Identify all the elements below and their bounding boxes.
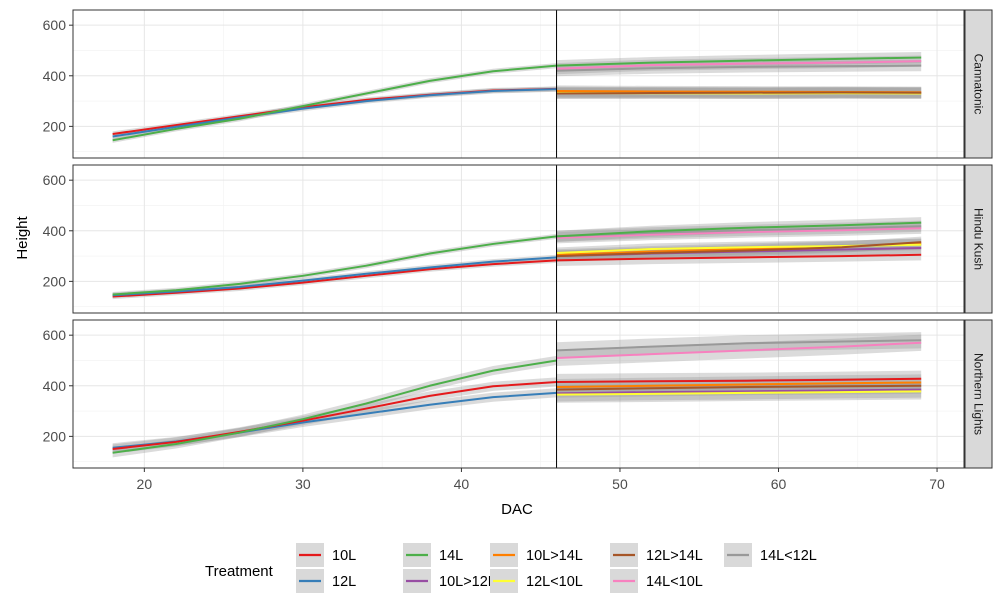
series-line: [556, 56, 922, 67]
legend-item: 14L<10L: [610, 569, 703, 593]
legend-label: 12L<10L: [526, 574, 583, 590]
confidence-ribbon: [556, 55, 922, 75]
legend-label: 14L<10L: [646, 574, 703, 590]
y-tick-label: 200: [43, 428, 67, 444]
series-line: [556, 384, 922, 391]
confidence-ribbon: [556, 332, 922, 359]
facet-strip-label: Northern Lights: [972, 353, 986, 435]
panel-background: [73, 320, 964, 468]
y-tick-label: 200: [43, 118, 67, 134]
legend-item: 12L>14L: [610, 543, 703, 567]
confidence-ribbon: [112, 63, 557, 143]
y-tick-label: 600: [43, 17, 67, 33]
panel-border: [72, 164, 965, 314]
y-tick-label: 400: [43, 378, 67, 394]
series-line: [112, 380, 557, 451]
series-line: [556, 341, 922, 359]
series-line: [556, 390, 922, 396]
legend-label: 12L: [332, 574, 356, 590]
confidence-ribbon: [112, 233, 557, 298]
x-tick-label: 20: [137, 476, 153, 492]
legend-item: 10L>14L: [490, 543, 583, 567]
facet-strip-label: Cannatonic: [972, 54, 986, 115]
facet-strip: [964, 9, 993, 159]
x-tick-label: 60: [771, 476, 787, 492]
x-tick-label: 40: [454, 476, 470, 492]
y-tick-label: 600: [43, 327, 67, 343]
y-tick-label: 400: [43, 68, 67, 84]
series-line: [556, 253, 922, 262]
y-tick-label: 400: [43, 223, 67, 239]
legend-label: 12L>14L: [646, 548, 703, 564]
facet-strip-label: Hindu Kush: [972, 208, 986, 270]
series-line: [556, 381, 922, 389]
x-axis-label: DAC: [501, 501, 533, 518]
legend-item: 10L>12L: [403, 569, 496, 593]
series-line: [112, 64, 557, 142]
x-tick-label: 50: [612, 476, 628, 492]
series-line: [112, 88, 557, 138]
series-line: [112, 259, 557, 298]
series-line: [112, 359, 557, 454]
legend-item: 12L: [296, 569, 356, 593]
legend-label: 10L>14L: [526, 548, 583, 564]
series-line: [556, 64, 922, 72]
legend-item: 14L: [403, 543, 463, 567]
series-line: [112, 235, 557, 296]
legend-label: 10L>12L: [439, 574, 496, 590]
series-line: [556, 227, 922, 239]
series-line: [556, 388, 922, 395]
series-line: [556, 377, 922, 383]
legend-item: 12L<10L: [490, 569, 583, 593]
x-axis: 20 30 40 50 60 70: [137, 468, 945, 492]
legend-title: Treatment: [205, 563, 274, 580]
x-tick-label: 30: [295, 476, 311, 492]
legend-item: 14L<12L: [724, 543, 817, 567]
facet-panel: Cannatonic 200 400 600: [43, 9, 993, 159]
x-tick-label: 70: [929, 476, 945, 492]
y-tick-label: 600: [43, 172, 67, 188]
confidence-ribbon: [556, 60, 922, 77]
panel-background: [73, 10, 964, 158]
series-line: [556, 241, 922, 258]
series-line: [556, 221, 922, 238]
legend-items: 10L 12L 14L 10L>12L 10L>14L 12L<10L 12L>14L 14L…: [296, 543, 817, 593]
legend: Treatment 10L 12L 14L 10L>12L 10L>14L 12L<10L…: [205, 543, 817, 593]
facet-strip: [964, 164, 993, 314]
legend-label: 14L: [439, 548, 463, 564]
panel-border: [72, 9, 965, 159]
confidence-ribbon: [112, 86, 557, 140]
series-line: [556, 225, 922, 238]
series-line: [556, 339, 922, 352]
facet-strip: [964, 319, 993, 469]
series-line: [556, 60, 922, 70]
legend-item: 10L: [296, 543, 356, 567]
series-line: [556, 91, 922, 95]
y-axis-label: Height: [14, 215, 31, 259]
facet-panel: Hindu Kush 200 400 600: [43, 164, 993, 314]
panel-border: [72, 319, 965, 469]
legend-label: 14L<12L: [760, 548, 817, 564]
facet-panel: Northern Lights 200 400 600: [43, 319, 993, 469]
y-tick-label: 200: [43, 273, 67, 289]
legend-label: 10L: [332, 548, 356, 564]
series-line: [112, 256, 557, 297]
